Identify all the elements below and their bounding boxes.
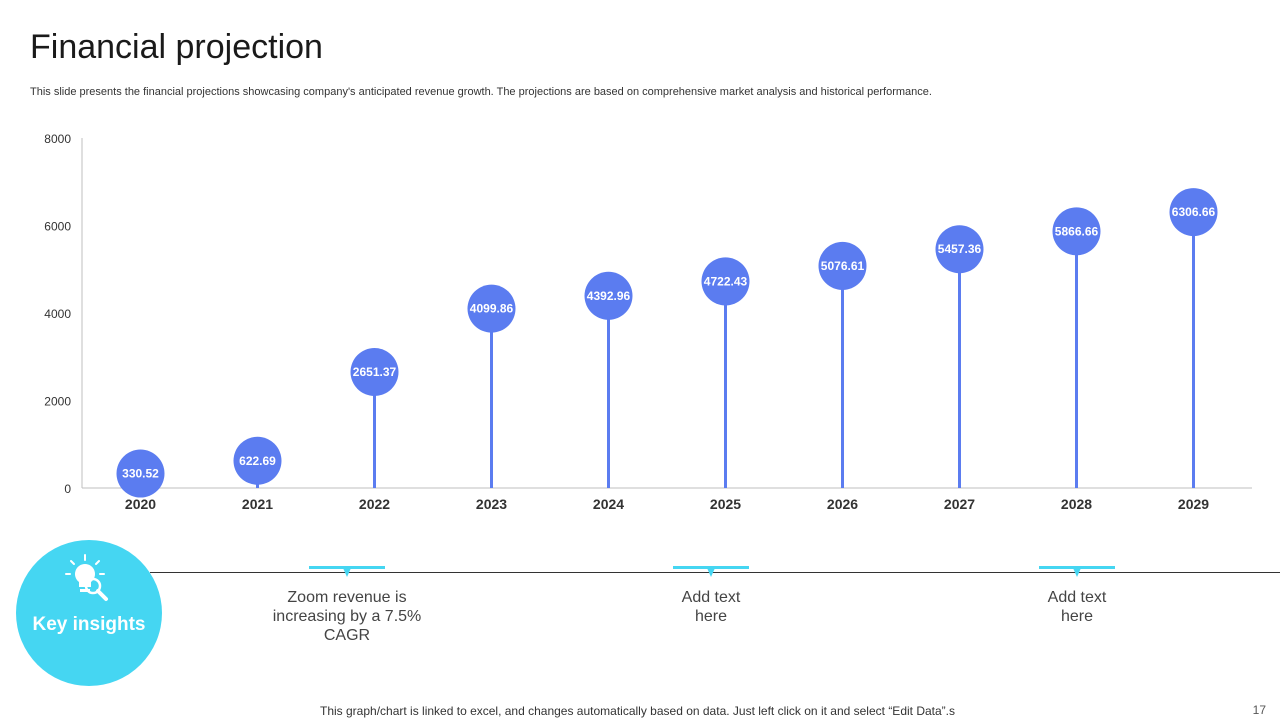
lollipop-marker: [1052, 207, 1101, 256]
data-label: 6306.66: [1172, 205, 1216, 219]
x-tick-label: 2026: [827, 496, 858, 512]
x-tick-label: 2025: [710, 496, 741, 512]
lollipop-marker: [116, 449, 165, 498]
pin-icon: [343, 568, 351, 577]
key-insights-badge: Key insights: [16, 540, 162, 686]
lollipop-marker: [935, 225, 984, 274]
insight-marker-bar: [1039, 566, 1115, 569]
data-label: 622.69: [239, 454, 276, 468]
insight-item-3: Add text here: [987, 566, 1167, 626]
y-tick-label: 2000: [44, 395, 71, 409]
pin-icon: [1073, 568, 1081, 577]
x-tick-label: 2024: [593, 496, 624, 512]
insight-text: Zoom revenue is increasing by a 7.5% CAG…: [272, 589, 422, 644]
lollipop-marker: [467, 284, 516, 333]
insights-divider: [150, 572, 1280, 573]
data-label: 5457.36: [938, 242, 982, 256]
lollipop-marker: [1169, 188, 1218, 237]
insight-item-2: Add text here: [621, 566, 801, 626]
x-tick-label: 2029: [1178, 496, 1209, 512]
page-title: Financial projection: [30, 28, 323, 66]
data-label: 2651.37: [353, 365, 397, 379]
data-label: 5076.61: [821, 259, 865, 273]
x-tick-label: 2021: [242, 496, 273, 512]
x-tick-label: 2022: [359, 496, 390, 512]
insight-marker-bar: [673, 566, 749, 569]
y-tick-label: 6000: [44, 220, 71, 234]
y-tick-label: 8000: [44, 132, 71, 146]
data-label: 4392.96: [587, 289, 631, 303]
lollipop-marker: [818, 241, 867, 290]
insight-marker-bar: [309, 566, 385, 569]
footer-note: This graph/chart is linked to excel, and…: [320, 704, 955, 718]
revenue-chart: 0 2000 4000 6000 8000 330.52 2020 622.69 2021 265…: [44, 132, 1252, 512]
insight-text: Add text here: [681, 589, 741, 625]
x-tick-label: 2027: [944, 496, 975, 512]
x-tick-label: 2028: [1061, 496, 1092, 512]
lollipop-marker: [701, 257, 750, 306]
lollipop-marker: [233, 436, 282, 485]
key-insights-label: Key insights: [32, 614, 146, 635]
data-label: 5866.66: [1055, 224, 1099, 238]
insight-text: Add text here: [1047, 589, 1107, 625]
y-tick-label: 0: [64, 482, 71, 496]
data-label: 4099.86: [470, 302, 514, 316]
y-tick-label: 4000: [44, 307, 71, 321]
lightbulb-search-icon: [65, 554, 108, 601]
x-tick-label: 2020: [125, 496, 156, 512]
x-tick-label: 2023: [476, 496, 507, 512]
insight-item-1: Zoom revenue is increasing by a 7.5% CAG…: [257, 566, 437, 645]
lollipop-marker: [350, 348, 399, 397]
page-number: 17: [1252, 703, 1266, 717]
pin-icon: [707, 568, 715, 577]
lollipop-marker: [584, 271, 633, 320]
data-label: 4722.43: [704, 274, 748, 288]
data-label: 330.52: [122, 467, 159, 481]
page-subtitle: This slide presents the financial projec…: [30, 86, 932, 98]
